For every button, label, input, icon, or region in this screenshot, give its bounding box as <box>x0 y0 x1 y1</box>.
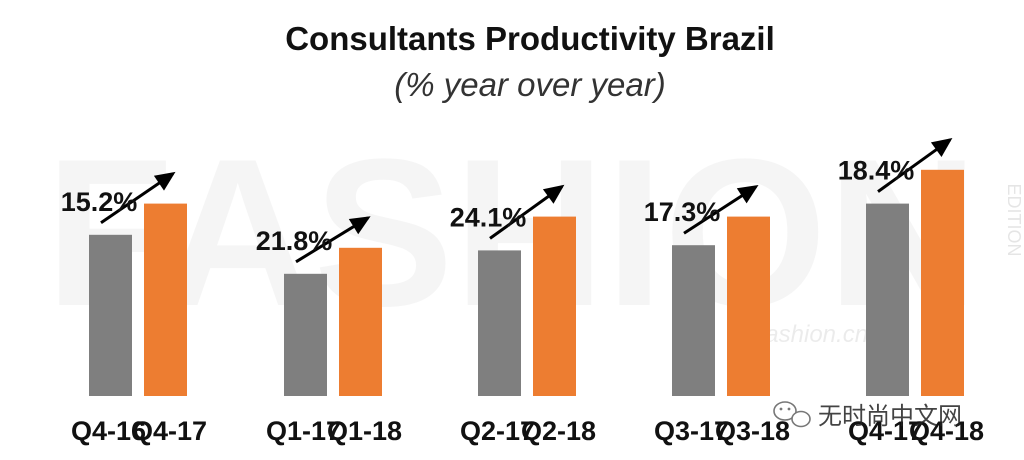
growth-arrow-head-3 <box>542 184 565 204</box>
tick-label-prior-4: Q3-17 <box>654 416 729 446</box>
growth-label-5: 18.4% <box>838 156 915 186</box>
tick-label-prior-5: Q4-17 <box>848 416 923 446</box>
tick-label-current-4: Q3-18 <box>715 416 790 446</box>
bar-current-4 <box>727 216 770 396</box>
tick-label-current-2: Q1-18 <box>327 416 402 446</box>
wechat-icon <box>773 401 811 428</box>
growth-label-3: 24.1% <box>450 202 527 232</box>
bar-prior-3 <box>478 250 521 396</box>
tick-label-current-5: Q4-18 <box>909 416 984 446</box>
bar-prior-4 <box>672 245 715 396</box>
bar-prior-1 <box>89 234 132 396</box>
bar-current-3 <box>533 216 576 396</box>
growth-arrow-head-1 <box>153 171 176 191</box>
watermark-side: EDITION <box>1004 183 1024 256</box>
bar-prior-2 <box>284 273 327 396</box>
growth-label-4: 17.3% <box>644 197 721 227</box>
tick-label-current-3: Q2-18 <box>521 416 596 446</box>
labels-layer: 15.2%Q4-16Q4-1721.8%Q1-17Q1-1824.1%Q2-17… <box>61 156 984 446</box>
growth-arrow-head-4 <box>736 185 759 204</box>
bar-current-5 <box>921 169 964 396</box>
chart-title: Consultants Productivity Brazil <box>285 20 775 57</box>
growth-label-1: 15.2% <box>61 187 138 217</box>
bar-current-1 <box>144 203 187 396</box>
tick-label-current-1: Q4-17 <box>132 416 207 446</box>
chart-subtitle: (% year over year) <box>394 66 665 103</box>
bar-current-2 <box>339 247 382 396</box>
bar-prior-5 <box>866 203 909 396</box>
tick-label-prior-1: Q4-16 <box>71 416 146 446</box>
footer-watermark-text: 无时尚中文网 <box>818 403 962 430</box>
tick-label-prior-2: Q1-17 <box>266 416 341 446</box>
footer-watermark: 无时尚中文网 <box>773 401 962 430</box>
growth-arrow-head-2 <box>348 216 371 235</box>
growth-label-2: 21.8% <box>256 226 333 256</box>
growth-arrow-head-5 <box>930 138 953 157</box>
tick-label-prior-3: Q2-17 <box>460 416 535 446</box>
bars-layer <box>89 138 964 396</box>
